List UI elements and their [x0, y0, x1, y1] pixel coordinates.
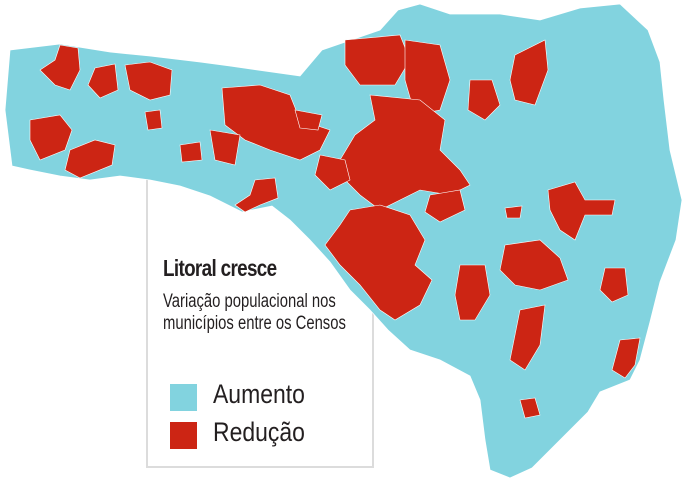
legend-subtitle: Variação populacional nos municípios ent…	[163, 291, 346, 334]
region-reduction	[599, 267, 629, 303]
region-reduction	[179, 141, 203, 163]
region-reduction	[344, 34, 411, 86]
region-reduction	[124, 61, 173, 101]
legend-swatch-decrease	[170, 422, 197, 449]
region-reduction	[64, 139, 116, 179]
region-reduction	[39, 44, 81, 91]
region-reduction	[339, 94, 471, 211]
region-reduction	[404, 39, 451, 116]
region-reduction	[144, 109, 163, 131]
region-reduction	[547, 181, 616, 241]
region-reduction	[499, 239, 569, 291]
region-reduction	[314, 154, 351, 191]
region-reduction	[509, 304, 546, 371]
region-reduction	[324, 204, 433, 321]
region-reduction	[504, 205, 523, 219]
legend-label-decrease: Redução	[213, 417, 305, 447]
region-reduction	[209, 129, 241, 166]
region-reduction	[454, 264, 491, 321]
region-reduction	[29, 114, 73, 161]
region-reduction	[467, 79, 501, 121]
reduction-municipalities	[29, 34, 641, 419]
region-reduction	[87, 63, 119, 99]
legend-swatch-increase	[170, 384, 197, 411]
region-reduction	[519, 397, 541, 419]
region-reduction	[234, 177, 279, 213]
legend-title: Litoral cresce	[163, 255, 277, 281]
legend-label-increase: Aumento	[213, 379, 305, 409]
region-reduction	[424, 189, 466, 223]
region-reduction	[294, 109, 323, 131]
region-reduction	[611, 337, 641, 379]
region-reduction	[509, 39, 549, 106]
